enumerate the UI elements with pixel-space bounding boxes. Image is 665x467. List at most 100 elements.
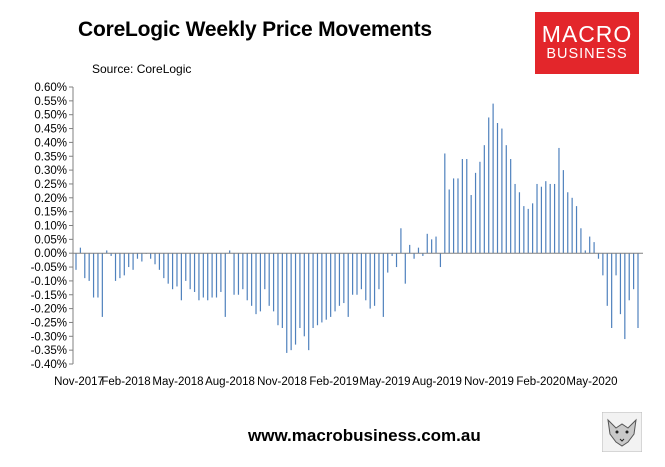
bar [281, 253, 283, 328]
bar [589, 236, 591, 254]
bar [119, 253, 121, 279]
bar [128, 253, 130, 268]
logo-line-2: BUSINESS [546, 46, 628, 62]
bar [211, 253, 213, 298]
y-tick-label: 0.00% [34, 248, 67, 260]
bar [312, 253, 314, 328]
bar [387, 253, 389, 273]
x-tick-label: Feb-2020 [516, 376, 565, 388]
bar [527, 208, 529, 254]
bar [448, 189, 450, 254]
bar [154, 253, 156, 265]
bar [215, 253, 218, 298]
y-tick-label: -0.05% [31, 262, 67, 274]
bar [400, 228, 402, 254]
bar [180, 253, 182, 301]
bar [246, 253, 248, 301]
bar [593, 242, 595, 254]
bar [523, 206, 525, 254]
bar [409, 244, 411, 254]
bar [277, 253, 279, 326]
bar [171, 253, 174, 290]
x-tick-label: Nov-2017 [54, 376, 104, 388]
bar [264, 253, 266, 290]
bar [303, 253, 305, 337]
bar [268, 253, 270, 306]
bar [123, 253, 125, 276]
bar [176, 253, 178, 287]
bar [360, 253, 362, 290]
x-tick-label: Feb-2018 [101, 376, 150, 388]
macrobusiness-logo[interactable]: MACRO BUSINESS [535, 12, 639, 74]
bar [575, 206, 578, 254]
bar [444, 153, 446, 254]
bar [571, 197, 573, 254]
bar [198, 253, 200, 301]
y-axis: 0.60% 0.55% 0.50% 0.45%0.40% 0.35% 0.30% 0.25%… [31, 82, 74, 371]
y-tick-label: -0.30% [31, 331, 67, 343]
y-tick-label: 0.35% [34, 151, 67, 163]
bar [233, 253, 235, 295]
weekly-price-chart: 0.60% 0.55% 0.50% 0.45%0.40% 0.35% 0.30% 0.25%… [31, 82, 643, 388]
y-tick-label: -0.40% [31, 359, 67, 371]
bar [365, 253, 367, 301]
bar [580, 228, 582, 254]
y-tick-label: 0.60% [34, 82, 67, 94]
y-tick-label: -0.25% [31, 317, 67, 329]
chart-title: CoreLogic Weekly Price Movements [78, 18, 432, 41]
bar [461, 159, 463, 254]
bar [75, 253, 77, 270]
bar [457, 178, 459, 254]
bar [431, 239, 433, 254]
bar [185, 253, 187, 281]
website-url[interactable]: www.macrobusiness.com.au [248, 426, 481, 445]
bar [483, 145, 485, 254]
bar [505, 145, 507, 254]
bar [426, 233, 428, 254]
bar [141, 253, 143, 262]
bar [536, 183, 538, 254]
bar [242, 253, 244, 290]
bar [330, 253, 332, 317]
bar [597, 253, 600, 259]
x-tick-label: May-2018 [152, 376, 203, 388]
bar [202, 253, 204, 298]
bar [567, 192, 569, 254]
bar [88, 253, 90, 281]
bar [259, 253, 262, 312]
bar [106, 250, 108, 254]
x-tick-label: Feb-2019 [309, 376, 358, 388]
bar [207, 253, 209, 301]
bar [308, 253, 310, 351]
bars [75, 103, 639, 353]
bar [290, 253, 292, 351]
y-tick-label: 0.20% [34, 193, 67, 205]
bar [338, 253, 341, 306]
bar [518, 192, 521, 254]
bar [321, 253, 323, 323]
y-tick-label: -0.35% [31, 345, 67, 357]
wolf-logo-icon [602, 412, 642, 452]
bar [316, 253, 319, 326]
bar [496, 123, 499, 254]
bar [299, 253, 301, 328]
bar [79, 247, 81, 254]
bar [391, 253, 393, 256]
bar [452, 178, 455, 254]
y-tick-label: -0.10% [31, 276, 67, 288]
bar [558, 147, 560, 254]
x-tick-label: May-2020 [566, 376, 617, 388]
y-tick-label: -0.20% [31, 304, 67, 316]
bar [549, 183, 551, 254]
bar [167, 253, 169, 284]
bar [628, 253, 630, 301]
bar [382, 253, 384, 317]
bar [633, 253, 635, 290]
bar [545, 181, 547, 254]
y-tick-label: 0.30% [34, 165, 67, 177]
bar [255, 253, 257, 315]
bar [435, 236, 437, 254]
bar [136, 253, 139, 259]
bar [619, 253, 622, 315]
